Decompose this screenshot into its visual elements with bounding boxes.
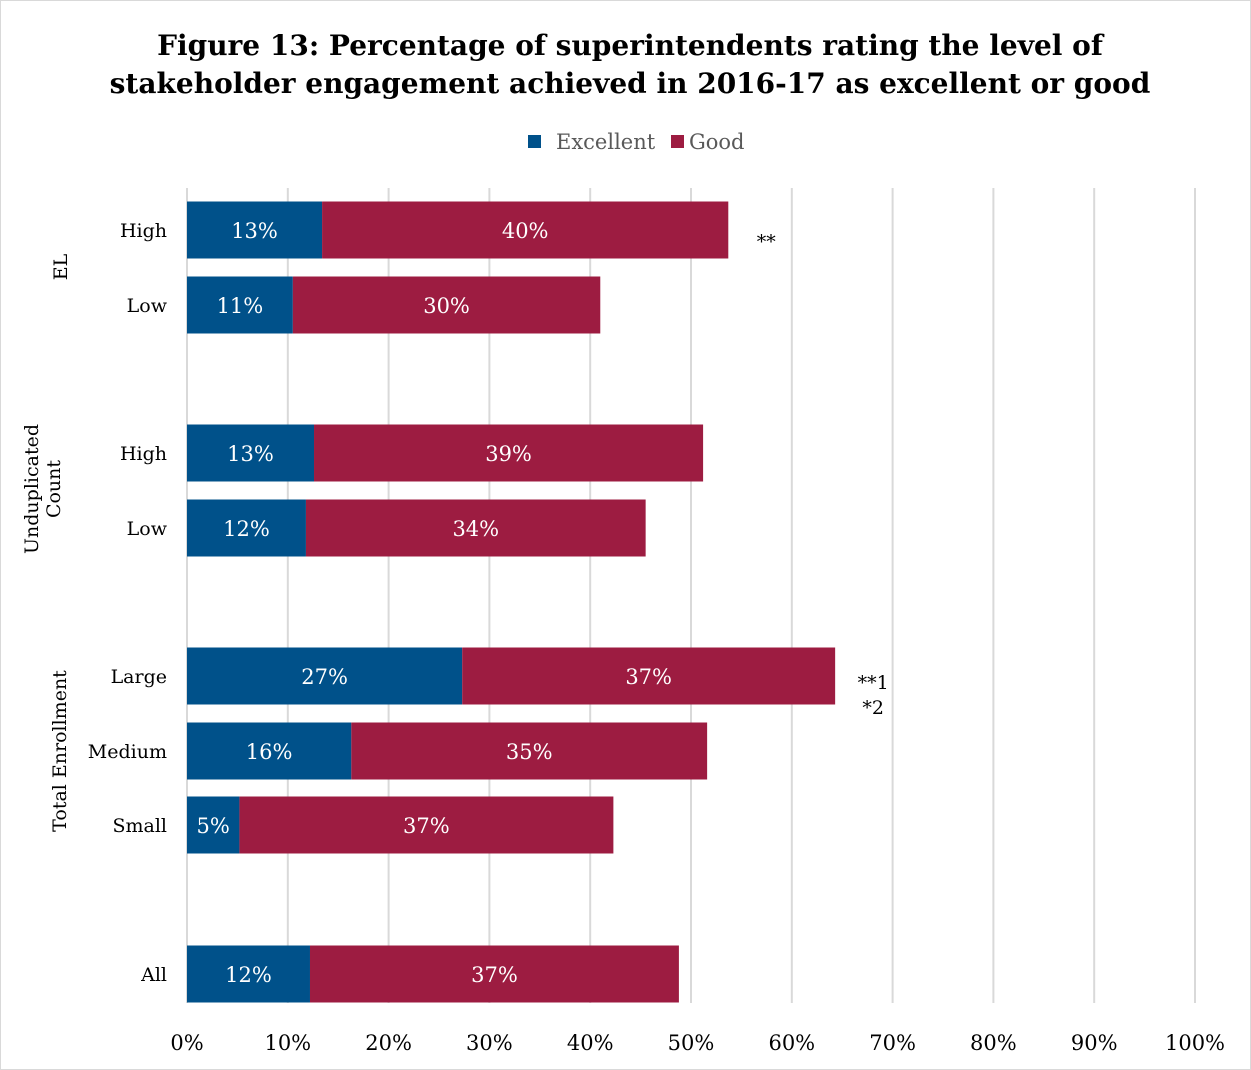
data-label-excellent: 11%: [217, 294, 264, 318]
chart-title-line-2: stakeholder engagement achieved in 2016-…: [110, 67, 1151, 100]
bar-good: [309, 945, 679, 1003]
data-label-excellent: 27%: [301, 665, 348, 689]
x-tick-label: 10%: [264, 1031, 311, 1055]
bar-excellent: [187, 796, 240, 854]
x-tick-label: 90%: [1071, 1031, 1118, 1055]
significance-annotation: **: [757, 231, 777, 253]
chart-title-line-1: Figure 13: Percentage of superintendents…: [157, 29, 1105, 62]
group-label: Count: [43, 460, 65, 518]
bar-excellent: [187, 201, 323, 259]
data-label-excellent: 12%: [225, 963, 272, 987]
category-label: Large: [111, 666, 167, 688]
bar-excellent: [187, 276, 293, 334]
legend-label-excellent: Excellent: [556, 130, 656, 154]
category-label: High: [120, 443, 167, 465]
data-label-excellent: 12%: [223, 517, 270, 541]
bar-excellent: [187, 722, 352, 780]
x-tick-label: 0%: [170, 1031, 203, 1055]
category-label: Small: [112, 815, 167, 837]
data-label-excellent: 13%: [227, 442, 274, 466]
group-label: Total Enrollment: [49, 670, 71, 832]
significance-annotation: **1: [858, 672, 889, 694]
bar-excellent: [187, 647, 463, 705]
category-label: Medium: [88, 741, 167, 763]
data-label-excellent: 13%: [231, 219, 278, 243]
bar-good: [351, 722, 708, 780]
data-label-good: 30%: [423, 294, 470, 318]
group-labels: EL Unduplicated Count Total Enrollment: [21, 253, 72, 831]
bar-good: [314, 424, 704, 482]
x-tick-label: 100%: [1165, 1031, 1225, 1055]
legend-swatch-good: [671, 135, 684, 148]
bars: 13% 40% 11% 30% 13% 39% 12% 34% 27% 37% 16% 35% 5% 37…: [187, 201, 836, 1003]
bar-good: [322, 201, 729, 259]
category-label: Low: [127, 295, 168, 317]
data-label-good: 37%: [403, 814, 450, 838]
bar-good: [462, 647, 836, 705]
data-label-good: 35%: [506, 740, 553, 764]
data-label-excellent: 16%: [246, 740, 293, 764]
category-labels: High Low High Low Large Medium Small All: [88, 220, 168, 986]
group-label: EL: [50, 253, 72, 280]
bar-excellent: [187, 945, 310, 1003]
category-label: Low: [127, 518, 168, 540]
bar-good: [239, 796, 614, 854]
bar-good: [305, 499, 646, 557]
data-label-good: 37%: [625, 665, 672, 689]
data-label-good: 39%: [485, 442, 532, 466]
significance-annotation: *2: [862, 697, 884, 719]
x-tick-label: 60%: [768, 1031, 815, 1055]
significance-annotations: ** **1 *2: [757, 231, 889, 719]
x-axis-ticks: 0% 10% 20% 30% 40% 50% 60% 70% 80% 90% 100%: [170, 1031, 1225, 1055]
bar-excellent: [187, 424, 315, 482]
legend-label-good: Good: [689, 130, 745, 154]
x-tick-label: 20%: [365, 1031, 412, 1055]
category-label: High: [120, 220, 167, 242]
data-label-good: 40%: [502, 219, 549, 243]
data-label-good: 37%: [471, 963, 518, 987]
bar-excellent: [187, 499, 306, 557]
data-label-good: 34%: [452, 517, 499, 541]
category-label: All: [140, 964, 167, 986]
legend: Excellent Good: [528, 130, 745, 154]
legend-swatch-excellent: [528, 135, 541, 148]
x-tick-label: 50%: [668, 1031, 715, 1055]
data-label-excellent: 5%: [197, 814, 230, 838]
bar-good: [292, 276, 601, 334]
x-tick-label: 70%: [869, 1031, 916, 1055]
x-tick-label: 30%: [466, 1031, 513, 1055]
group-label: Unduplicated: [21, 424, 43, 554]
x-tick-label: 80%: [970, 1031, 1017, 1055]
x-tick-label: 40%: [567, 1031, 614, 1055]
